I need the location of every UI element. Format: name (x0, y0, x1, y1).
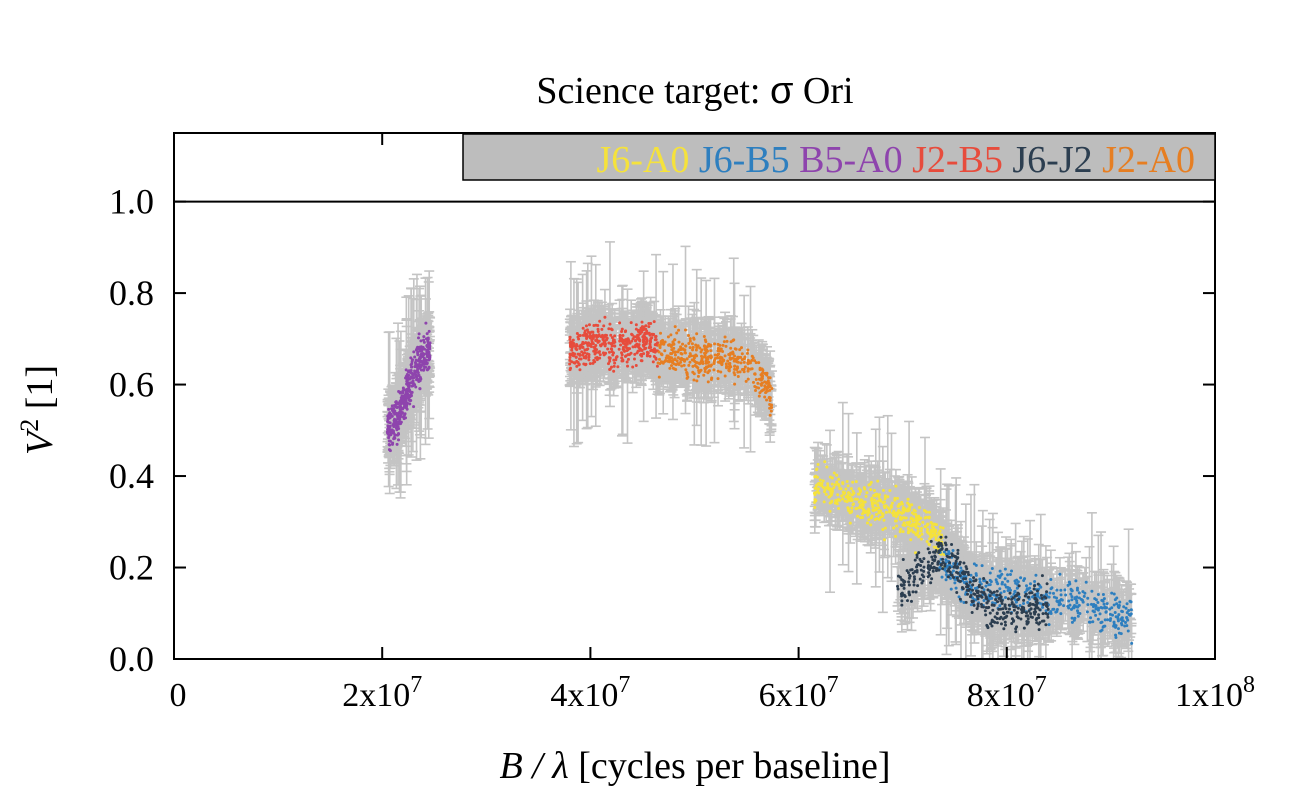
error-bars (382, 241, 1137, 660)
chart-title-prefix: Science target: (536, 70, 770, 112)
chart-title-symbol: σ (770, 70, 793, 112)
chart-title-suffix: Ori (793, 70, 853, 112)
chart-title: Science target: σ Ori (536, 70, 853, 112)
